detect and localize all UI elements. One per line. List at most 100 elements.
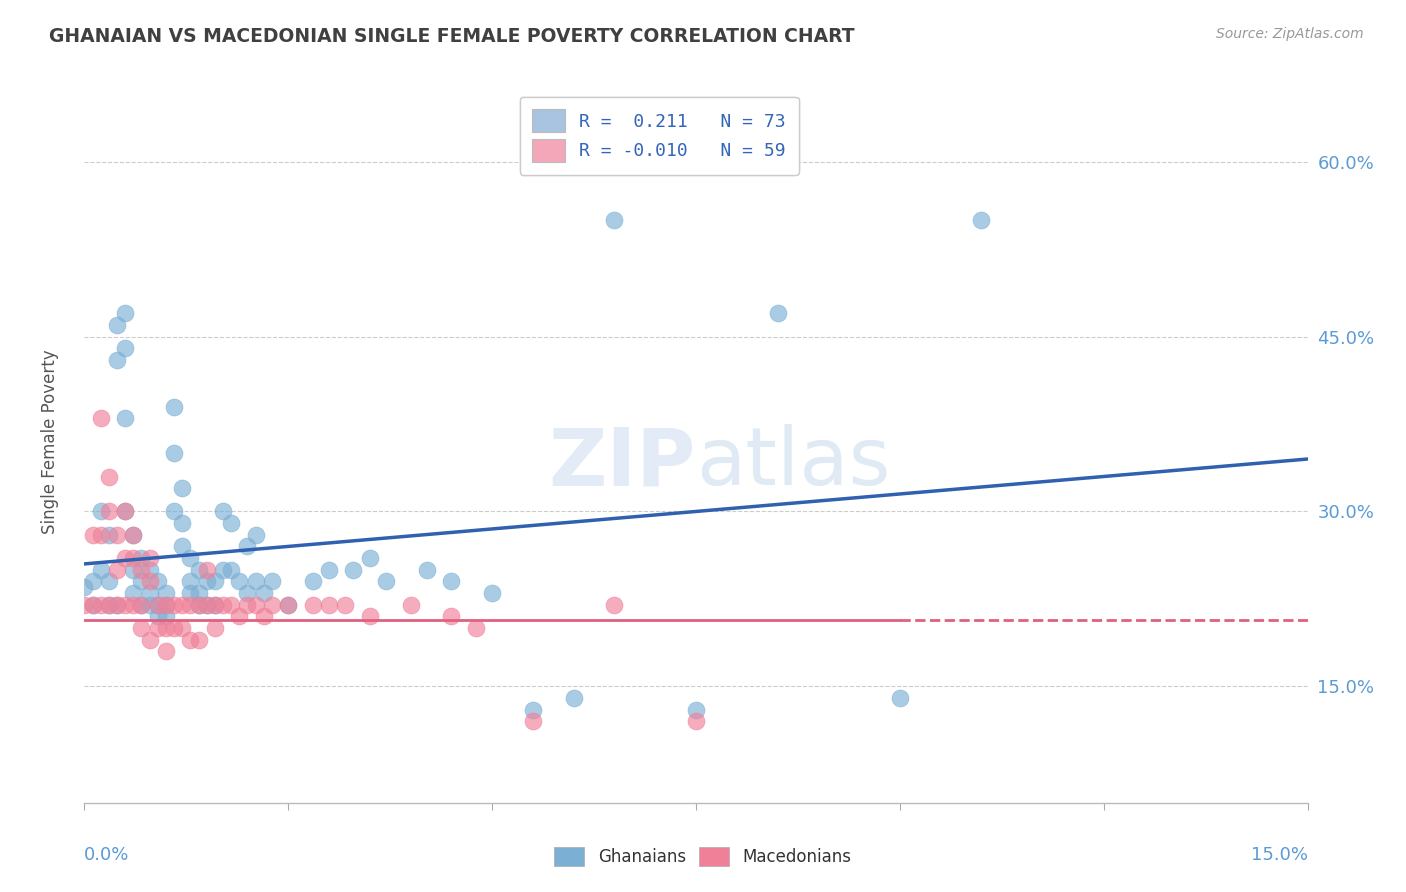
Point <box>131 563 153 577</box>
Point <box>105 598 128 612</box>
Point <box>131 551 153 566</box>
Point <box>172 621 194 635</box>
Point <box>114 598 136 612</box>
Point <box>204 621 226 635</box>
Point <box>105 353 128 368</box>
Point <box>172 481 194 495</box>
Point <box>138 598 160 612</box>
Point <box>114 504 136 518</box>
Point <box>179 632 201 647</box>
Point <box>195 598 218 612</box>
Point <box>155 598 177 612</box>
Point <box>122 528 145 542</box>
Point <box>82 598 104 612</box>
Point <box>277 598 299 612</box>
Point <box>105 598 128 612</box>
Point <box>219 563 242 577</box>
Text: Source: ZipAtlas.com: Source: ZipAtlas.com <box>1216 27 1364 41</box>
Point <box>522 702 544 716</box>
Point <box>114 411 136 425</box>
Point <box>90 528 112 542</box>
Point <box>131 598 153 612</box>
Point <box>204 574 226 589</box>
Point <box>172 516 194 530</box>
Point <box>253 609 276 624</box>
Point <box>260 574 283 589</box>
Point <box>82 598 104 612</box>
Point <box>105 318 128 332</box>
Point <box>114 306 136 320</box>
Point <box>204 598 226 612</box>
Point <box>114 551 136 566</box>
Point <box>245 598 267 612</box>
Point <box>131 574 153 589</box>
Point <box>236 540 259 554</box>
Point <box>122 563 145 577</box>
Point <box>301 574 323 589</box>
Point <box>440 574 463 589</box>
Text: GHANAIAN VS MACEDONIAN SINGLE FEMALE POVERTY CORRELATION CHART: GHANAIAN VS MACEDONIAN SINGLE FEMALE POV… <box>49 27 855 45</box>
Point <box>236 598 259 612</box>
Point <box>105 563 128 577</box>
Y-axis label: Single Female Poverty: Single Female Poverty <box>41 350 59 533</box>
Point <box>163 504 186 518</box>
Point <box>375 574 398 589</box>
Point <box>342 563 364 577</box>
Point <box>82 528 104 542</box>
Point <box>195 574 218 589</box>
Point <box>163 446 186 460</box>
Point <box>97 574 120 589</box>
Point <box>131 598 153 612</box>
Point <box>90 411 112 425</box>
Point <box>416 563 439 577</box>
Point <box>187 632 209 647</box>
Point <box>114 341 136 355</box>
Point <box>138 551 160 566</box>
Point <box>155 598 177 612</box>
Point <box>970 213 993 227</box>
Text: 15.0%: 15.0% <box>1250 847 1308 864</box>
Point <box>245 574 267 589</box>
Point <box>163 400 186 414</box>
Point <box>138 586 160 600</box>
Point <box>219 516 242 530</box>
Point <box>179 598 201 612</box>
Point <box>195 598 218 612</box>
Point <box>318 563 340 577</box>
Point <box>603 598 626 612</box>
Point <box>481 586 503 600</box>
Point <box>440 609 463 624</box>
Point <box>228 609 250 624</box>
Point <box>179 551 201 566</box>
Point <box>131 621 153 635</box>
Point <box>155 644 177 658</box>
Point <box>105 528 128 542</box>
Point <box>603 213 626 227</box>
Point <box>122 528 145 542</box>
Point <box>212 598 235 612</box>
Point <box>97 598 120 612</box>
Point <box>114 504 136 518</box>
Point <box>766 306 789 320</box>
Point <box>562 690 585 705</box>
Point <box>172 598 194 612</box>
Point <box>138 574 160 589</box>
Text: 0.0%: 0.0% <box>84 847 129 864</box>
Point <box>97 598 120 612</box>
Point <box>82 574 104 589</box>
Point <box>122 586 145 600</box>
Point <box>212 504 235 518</box>
Point <box>228 574 250 589</box>
Point <box>889 690 911 705</box>
Point <box>260 598 283 612</box>
Point <box>155 609 177 624</box>
Point <box>122 551 145 566</box>
Point <box>685 714 707 729</box>
Point <box>179 574 201 589</box>
Point <box>146 574 169 589</box>
Point <box>685 702 707 716</box>
Point <box>301 598 323 612</box>
Point <box>236 586 259 600</box>
Text: atlas: atlas <box>696 425 890 502</box>
Point <box>245 528 267 542</box>
